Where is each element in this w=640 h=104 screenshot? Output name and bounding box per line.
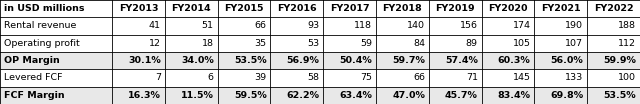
Text: FY2021: FY2021 bbox=[541, 4, 580, 13]
Text: 83.4%: 83.4% bbox=[497, 91, 531, 100]
Text: 105: 105 bbox=[513, 39, 531, 48]
Bar bbox=[0, 17, 640, 35]
Bar bbox=[0, 0, 640, 17]
Text: 59.7%: 59.7% bbox=[392, 56, 425, 65]
Text: Rental revenue: Rental revenue bbox=[4, 22, 76, 30]
Text: 118: 118 bbox=[354, 22, 372, 30]
Text: 53: 53 bbox=[307, 39, 319, 48]
Text: FY2016: FY2016 bbox=[277, 4, 317, 13]
Text: FY2013: FY2013 bbox=[118, 4, 158, 13]
Bar bbox=[0, 69, 640, 87]
Text: 56.9%: 56.9% bbox=[287, 56, 319, 65]
Text: 66: 66 bbox=[255, 22, 267, 30]
Text: 50.4%: 50.4% bbox=[339, 56, 372, 65]
Text: OP Margin: OP Margin bbox=[4, 56, 60, 65]
Text: 66: 66 bbox=[413, 74, 425, 82]
Text: 188: 188 bbox=[618, 22, 636, 30]
Text: 11.5%: 11.5% bbox=[181, 91, 214, 100]
Text: 53.5%: 53.5% bbox=[234, 56, 267, 65]
Text: 112: 112 bbox=[618, 39, 636, 48]
Text: 75: 75 bbox=[360, 74, 372, 82]
Text: 60.3%: 60.3% bbox=[498, 56, 531, 65]
Text: 6: 6 bbox=[208, 74, 214, 82]
Text: 59: 59 bbox=[360, 39, 372, 48]
Text: FY2018: FY2018 bbox=[383, 4, 422, 13]
Text: 45.7%: 45.7% bbox=[445, 91, 478, 100]
Text: Operating profit: Operating profit bbox=[4, 39, 79, 48]
Bar bbox=[0, 87, 640, 104]
Text: 100: 100 bbox=[618, 74, 636, 82]
Text: FY2017: FY2017 bbox=[330, 4, 369, 13]
Text: 62.2%: 62.2% bbox=[286, 91, 319, 100]
Text: 7: 7 bbox=[155, 74, 161, 82]
Bar bbox=[0, 35, 640, 52]
Text: FCF Margin: FCF Margin bbox=[4, 91, 65, 100]
Text: 35: 35 bbox=[255, 39, 267, 48]
Text: 53.5%: 53.5% bbox=[604, 91, 636, 100]
Text: FY2014: FY2014 bbox=[172, 4, 211, 13]
Text: 34.0%: 34.0% bbox=[181, 56, 214, 65]
Text: FY2019: FY2019 bbox=[435, 4, 475, 13]
Text: 174: 174 bbox=[513, 22, 531, 30]
Text: 89: 89 bbox=[466, 39, 478, 48]
Text: 84: 84 bbox=[413, 39, 425, 48]
Text: 57.4%: 57.4% bbox=[445, 56, 478, 65]
Text: 16.3%: 16.3% bbox=[128, 91, 161, 100]
Text: 59.5%: 59.5% bbox=[234, 91, 267, 100]
Text: 51: 51 bbox=[202, 22, 214, 30]
Text: 41: 41 bbox=[149, 22, 161, 30]
Text: 59.9%: 59.9% bbox=[604, 56, 636, 65]
Text: 93: 93 bbox=[307, 22, 319, 30]
Text: 133: 133 bbox=[565, 74, 584, 82]
Text: 18: 18 bbox=[202, 39, 214, 48]
Text: 145: 145 bbox=[513, 74, 531, 82]
Text: 107: 107 bbox=[565, 39, 584, 48]
Text: 30.1%: 30.1% bbox=[128, 56, 161, 65]
Text: 12: 12 bbox=[149, 39, 161, 48]
Text: 71: 71 bbox=[466, 74, 478, 82]
Text: FY2015: FY2015 bbox=[224, 4, 264, 13]
Text: FY2020: FY2020 bbox=[488, 4, 528, 13]
Text: FY2022: FY2022 bbox=[594, 4, 634, 13]
Text: 69.8%: 69.8% bbox=[550, 91, 584, 100]
Text: 47.0%: 47.0% bbox=[392, 91, 425, 100]
Text: 156: 156 bbox=[460, 22, 478, 30]
Text: 56.0%: 56.0% bbox=[550, 56, 584, 65]
Text: Levered FCF: Levered FCF bbox=[4, 74, 62, 82]
Text: 39: 39 bbox=[255, 74, 267, 82]
Text: in USD millions: in USD millions bbox=[4, 4, 84, 13]
Text: 58: 58 bbox=[307, 74, 319, 82]
Text: 63.4%: 63.4% bbox=[339, 91, 372, 100]
Text: 190: 190 bbox=[565, 22, 584, 30]
Text: 140: 140 bbox=[407, 22, 425, 30]
Bar bbox=[0, 52, 640, 69]
